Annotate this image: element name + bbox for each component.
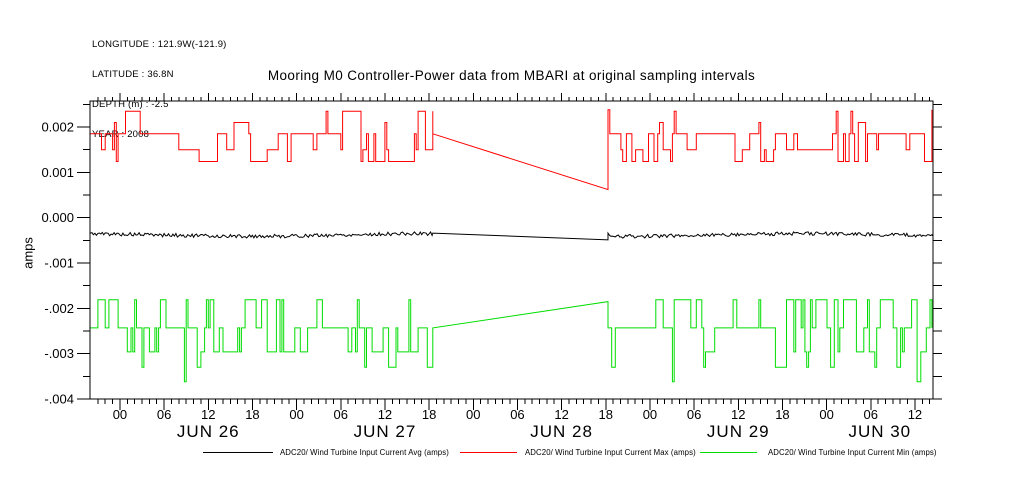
y-tick-label: 0.000 bbox=[41, 210, 74, 225]
x-hour-label: 12 bbox=[908, 407, 922, 422]
x-hour-label: 12 bbox=[731, 407, 745, 422]
legend-line-max bbox=[460, 452, 517, 453]
x-date-label: JUN 28 bbox=[530, 422, 593, 441]
meta-latitude: LATITUDE : 36.8N bbox=[92, 69, 174, 80]
legend-line-min bbox=[700, 452, 757, 453]
x-date-label: JUN 27 bbox=[354, 422, 417, 441]
x-date-label: JUN 29 bbox=[707, 422, 770, 441]
y-tick-label: -.002 bbox=[44, 301, 74, 316]
y-tick-label: 0.002 bbox=[41, 120, 74, 135]
meta-longitude: LONGITUDE : 121.9W(-121.9) bbox=[92, 39, 227, 50]
chart-title: Mooring M0 Controller-Power data from MB… bbox=[267, 68, 756, 83]
x-hour-label: 12 bbox=[201, 407, 215, 422]
x-hour-label: 00 bbox=[819, 407, 833, 422]
x-hour-label: 06 bbox=[334, 407, 348, 422]
legend-line-avg bbox=[203, 452, 273, 453]
x-hour-label: 18 bbox=[422, 407, 436, 422]
plot-border bbox=[89, 100, 934, 400]
x-hour-label: 18 bbox=[599, 407, 613, 422]
x-hour-label: 06 bbox=[864, 407, 878, 422]
legend-label-max: ADC20/ Wind Turbine Input Current Max (a… bbox=[525, 448, 696, 457]
x-hour-label: 18 bbox=[245, 407, 259, 422]
series-max-line bbox=[90, 109, 933, 191]
x-hour-label: 12 bbox=[378, 407, 392, 422]
x-hour-label: 06 bbox=[687, 407, 701, 422]
y-tick-label: -.001 bbox=[44, 256, 74, 271]
x-hour-label: 00 bbox=[289, 407, 303, 422]
legend-label-min: ADC20/ Wind Turbine Input Current Min (a… bbox=[768, 448, 937, 457]
y-tick-label: -.003 bbox=[44, 346, 74, 361]
y-tick-label: -.004 bbox=[44, 392, 74, 407]
y-tick-label: 0.001 bbox=[41, 165, 74, 180]
x-date-label: JUN 30 bbox=[848, 422, 911, 441]
x-hour-label: 00 bbox=[466, 407, 480, 422]
x-hour-label: 00 bbox=[113, 407, 127, 422]
x-hour-label: 06 bbox=[510, 407, 524, 422]
meta-depth: DEPTH (m) : -2.5 bbox=[92, 99, 169, 110]
x-hour-label: 06 bbox=[157, 407, 171, 422]
legend-label-avg: ADC20/ Wind Turbine Input Current Avg (a… bbox=[280, 448, 449, 457]
series-avg-line bbox=[90, 230, 934, 241]
series-min-line bbox=[90, 299, 933, 383]
x-hour-label: 00 bbox=[643, 407, 657, 422]
x-hour-label: 18 bbox=[775, 407, 789, 422]
x-date-label: JUN 26 bbox=[177, 422, 240, 441]
x-hour-label: 12 bbox=[554, 407, 568, 422]
